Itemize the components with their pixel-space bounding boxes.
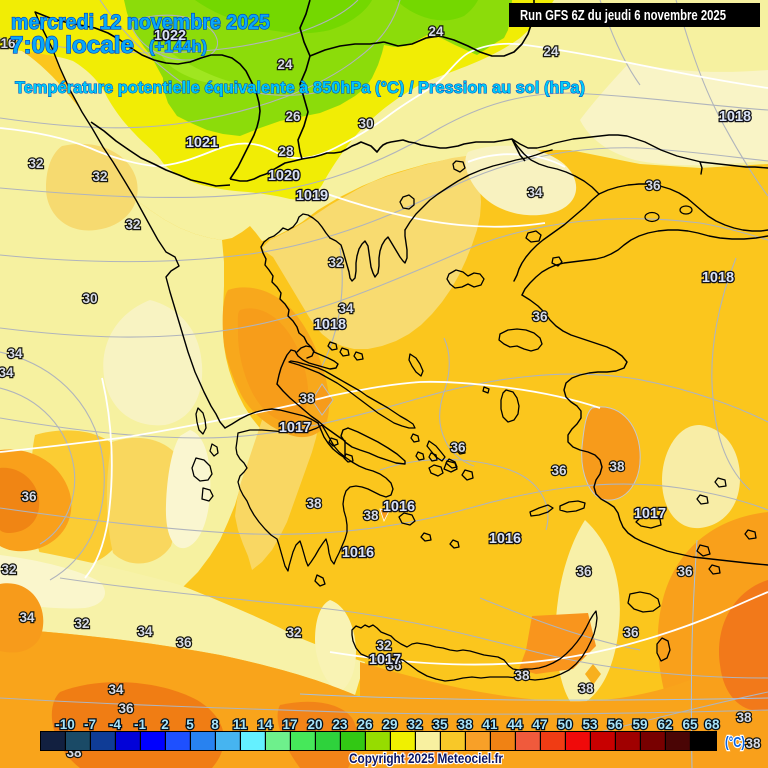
svg-text:36: 36 xyxy=(532,309,548,324)
svg-text:1017: 1017 xyxy=(279,420,311,436)
svg-text:32: 32 xyxy=(74,616,89,631)
svg-text:26: 26 xyxy=(357,717,373,732)
svg-text:32: 32 xyxy=(286,625,301,640)
svg-text:38: 38 xyxy=(299,391,315,406)
svg-text:Température potentielle équiva: Température potentielle équivalente à 85… xyxy=(15,79,585,97)
svg-text:34: 34 xyxy=(19,610,35,625)
svg-text:Run GFS 6Z du jeudi 6 novembre: Run GFS 6Z du jeudi 6 novembre 2025 xyxy=(520,8,726,24)
svg-text:(+144h): (+144h) xyxy=(149,37,207,56)
svg-text:32: 32 xyxy=(407,717,422,732)
svg-text:30: 30 xyxy=(82,291,97,306)
svg-text:36: 36 xyxy=(118,701,134,716)
svg-text:47: 47 xyxy=(532,717,547,732)
svg-text:20: 20 xyxy=(307,717,322,732)
svg-text:1018: 1018 xyxy=(702,270,734,286)
svg-text:38: 38 xyxy=(578,681,594,696)
svg-text:34: 34 xyxy=(137,624,153,639)
svg-text:30: 30 xyxy=(358,116,373,131)
svg-text:8: 8 xyxy=(211,717,219,732)
svg-text:36: 36 xyxy=(386,658,402,673)
svg-text:36: 36 xyxy=(623,625,639,640)
svg-text:50: 50 xyxy=(557,717,572,732)
svg-text:62: 62 xyxy=(657,717,672,732)
svg-text:1016: 1016 xyxy=(383,499,415,515)
svg-text:1018: 1018 xyxy=(314,317,346,333)
svg-text:59: 59 xyxy=(632,717,647,732)
svg-text:34: 34 xyxy=(338,301,354,316)
svg-text:-1: -1 xyxy=(134,717,146,732)
svg-text:34: 34 xyxy=(0,365,14,380)
svg-text:1017: 1017 xyxy=(634,506,666,522)
svg-text:35: 35 xyxy=(432,717,448,732)
svg-text:38: 38 xyxy=(609,459,625,474)
svg-text:23: 23 xyxy=(332,717,348,732)
svg-text:26: 26 xyxy=(285,109,301,124)
svg-text:-10: -10 xyxy=(55,717,75,732)
svg-text:24: 24 xyxy=(277,57,293,72)
svg-text:7:00 locale: 7:00 locale xyxy=(10,32,134,59)
svg-text:36: 36 xyxy=(576,564,592,579)
svg-text:1020: 1020 xyxy=(268,168,300,184)
svg-text:24: 24 xyxy=(543,44,559,59)
svg-text:34: 34 xyxy=(527,185,543,200)
svg-text:1018: 1018 xyxy=(719,109,751,125)
svg-text:1019: 1019 xyxy=(296,188,328,204)
svg-text:-4: -4 xyxy=(109,717,121,732)
svg-text:36: 36 xyxy=(677,564,693,579)
svg-text:32: 32 xyxy=(1,562,16,577)
svg-text:14: 14 xyxy=(257,717,273,732)
svg-text:44: 44 xyxy=(507,717,523,732)
svg-text:-7: -7 xyxy=(84,717,96,732)
svg-text:1021: 1021 xyxy=(186,135,218,151)
svg-text:68: 68 xyxy=(704,717,720,732)
svg-text:11: 11 xyxy=(233,717,248,732)
svg-text:36: 36 xyxy=(645,178,661,193)
svg-text:28: 28 xyxy=(278,144,294,159)
svg-text:32: 32 xyxy=(92,169,107,184)
svg-text:56: 56 xyxy=(607,717,623,732)
svg-text:53: 53 xyxy=(582,717,598,732)
svg-text:1016: 1016 xyxy=(342,545,374,561)
svg-text:2: 2 xyxy=(161,717,169,732)
svg-text:38: 38 xyxy=(514,668,530,683)
svg-text:65: 65 xyxy=(682,717,698,732)
svg-text:34: 34 xyxy=(108,682,124,697)
svg-text:36: 36 xyxy=(450,440,466,455)
svg-text:38: 38 xyxy=(745,736,761,751)
svg-text:34: 34 xyxy=(7,346,23,361)
svg-text:38: 38 xyxy=(736,710,752,725)
svg-text:32: 32 xyxy=(28,156,43,171)
svg-text:32: 32 xyxy=(376,638,391,653)
svg-text:(°C): (°C) xyxy=(725,734,745,751)
svg-text:24: 24 xyxy=(428,24,444,39)
svg-text:1016: 1016 xyxy=(489,531,521,547)
svg-text:17: 17 xyxy=(282,717,297,732)
svg-text:36: 36 xyxy=(176,635,192,650)
svg-text:32: 32 xyxy=(328,255,343,270)
svg-text:5: 5 xyxy=(186,717,194,732)
svg-text:38: 38 xyxy=(457,717,473,732)
svg-text:38: 38 xyxy=(363,508,379,523)
svg-text:16: 16 xyxy=(0,36,16,51)
svg-text:Copyright 2025 Meteociel.fr: Copyright 2025 Meteociel.fr xyxy=(349,751,504,766)
svg-text:1022: 1022 xyxy=(154,28,186,44)
svg-text:38: 38 xyxy=(306,496,322,511)
svg-text:1017: 1017 xyxy=(369,652,401,668)
svg-text:41: 41 xyxy=(482,717,498,732)
svg-text:32: 32 xyxy=(125,217,140,232)
svg-text:36: 36 xyxy=(551,463,567,478)
svg-text:mercredi 12 novembre 2025: mercredi 12 novembre 2025 xyxy=(11,11,270,34)
svg-text:29: 29 xyxy=(382,717,397,732)
svg-text:36: 36 xyxy=(21,489,37,504)
